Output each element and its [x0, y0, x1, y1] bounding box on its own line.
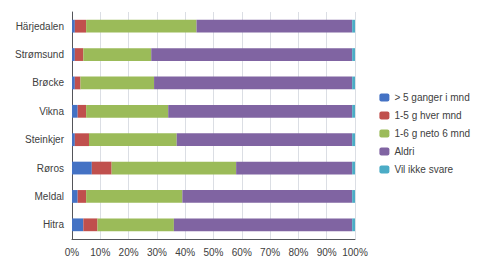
svg-text:1-5 g hver mnd: 1-5 g hver mnd: [394, 110, 461, 121]
svg-text:Røros: Røros: [37, 163, 64, 174]
svg-text:100%: 100%: [342, 247, 368, 258]
svg-text:Härjedalen: Härjedalen: [16, 21, 64, 32]
svg-text:Vil ikke svare: Vil ikke svare: [394, 164, 453, 175]
svg-text:Meldal: Meldal: [35, 191, 64, 202]
svg-text:Aldri: Aldri: [394, 146, 414, 157]
svg-text:0%: 0%: [65, 247, 80, 258]
svg-text:90%: 90%: [317, 247, 337, 258]
svg-text:Brøcke: Brøcke: [32, 77, 64, 88]
svg-text:60%: 60%: [232, 247, 252, 258]
svg-text:50%: 50%: [203, 247, 223, 258]
svg-text:80%: 80%: [288, 247, 308, 258]
svg-text:40%: 40%: [175, 247, 195, 258]
svg-text:30%: 30%: [147, 247, 167, 258]
svg-text:70%: 70%: [260, 247, 280, 258]
svg-text:Vikna: Vikna: [39, 106, 64, 117]
svg-text:20%: 20%: [119, 247, 139, 258]
svg-text:Strømsund: Strømsund: [15, 49, 64, 60]
svg-text:Steinkjer: Steinkjer: [25, 134, 65, 145]
svg-text:1-6 g neto 6 mnd: 1-6 g neto 6 mnd: [394, 128, 470, 139]
svg-text:Hitra: Hitra: [43, 219, 65, 230]
svg-text:> 5 ganger i mnd: > 5 ganger i mnd: [394, 92, 469, 103]
svg-text:10%: 10%: [90, 247, 110, 258]
